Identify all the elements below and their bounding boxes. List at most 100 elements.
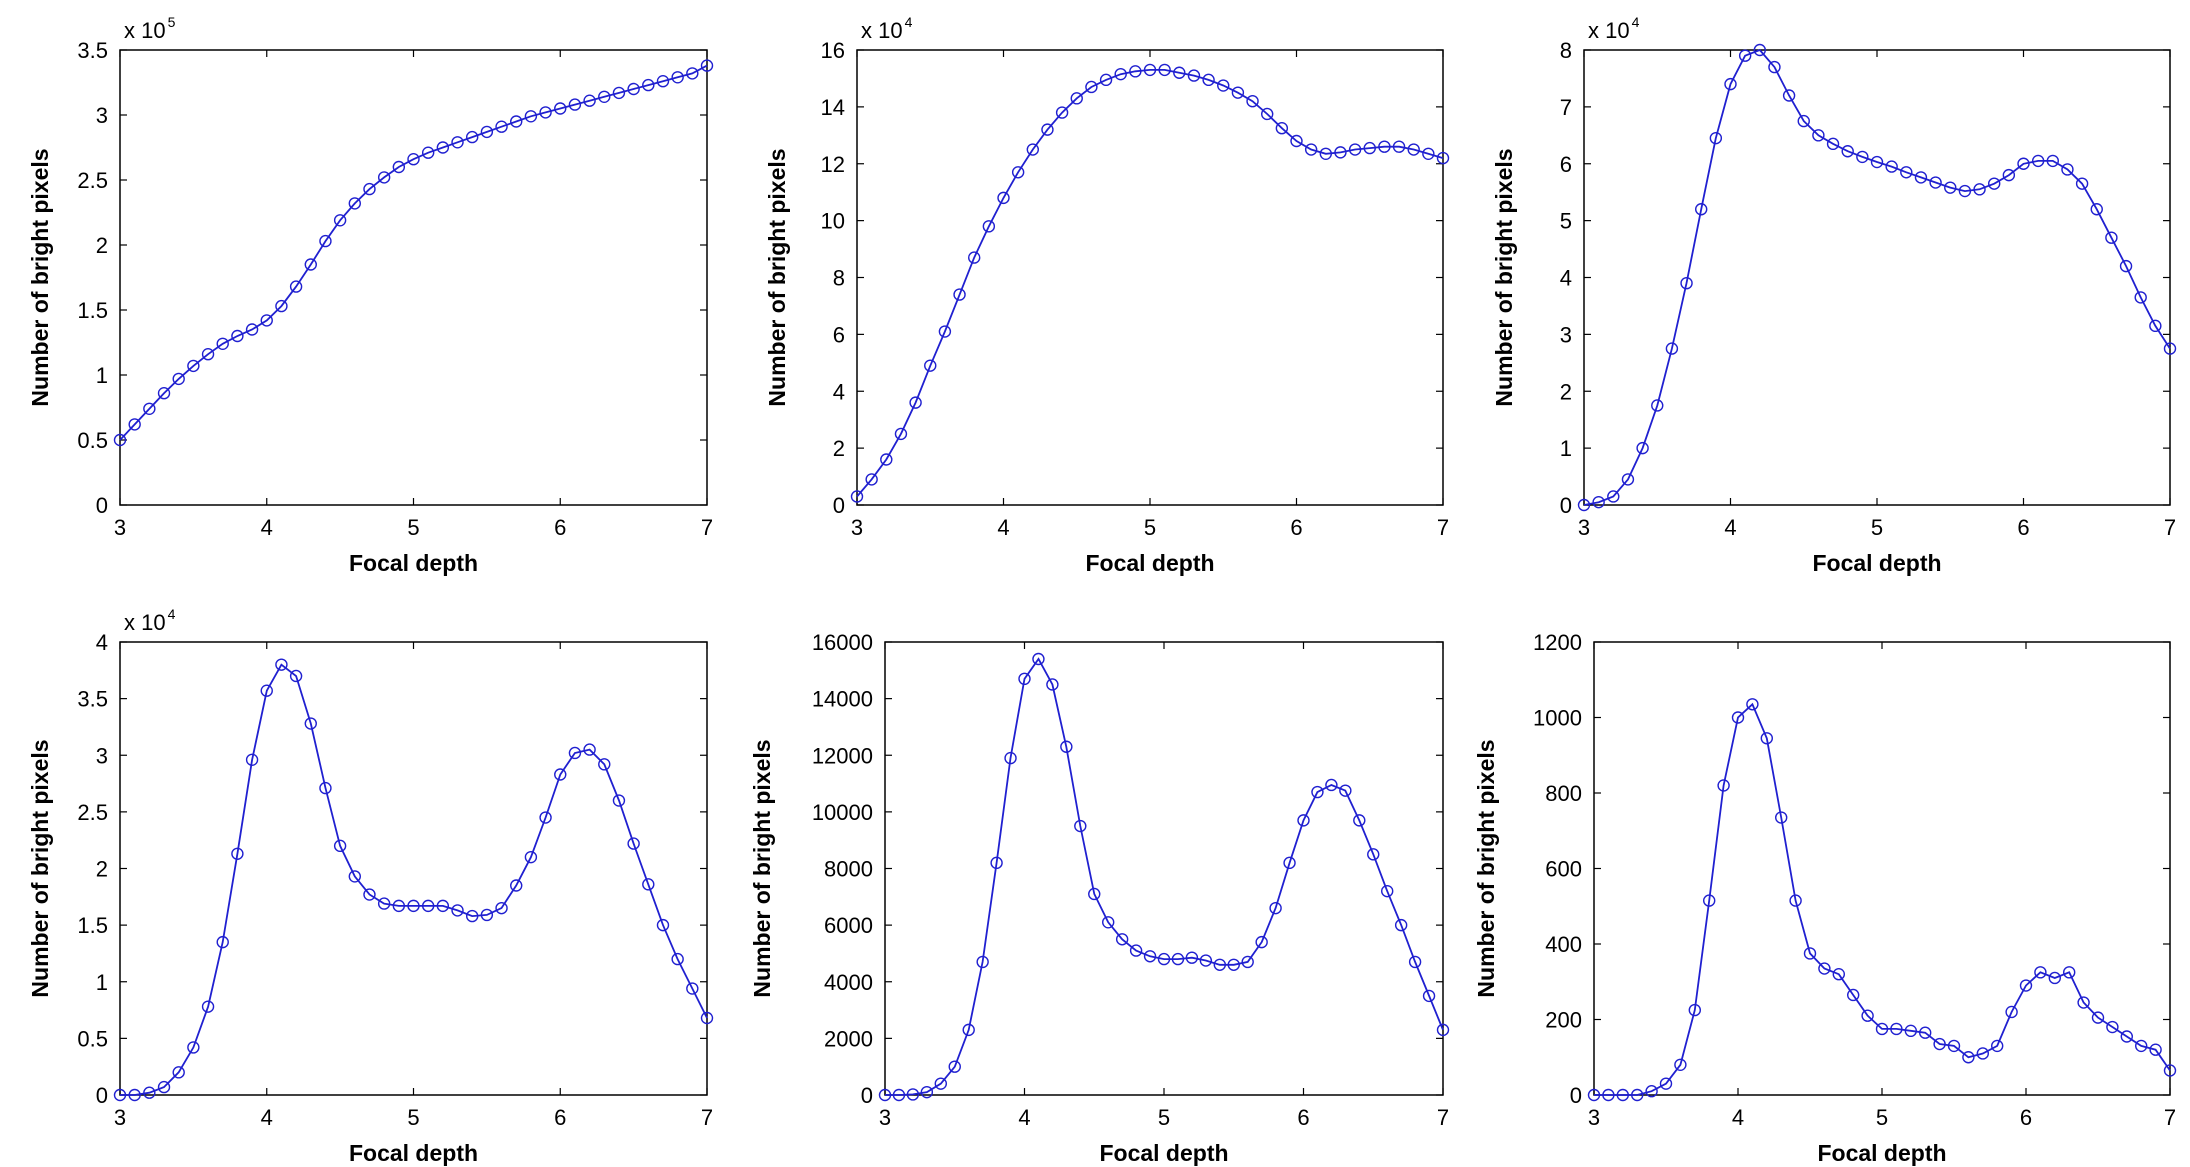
data-point-marker [436,899,450,913]
data-point-marker [392,160,406,174]
x-tick-label: 7 [701,1105,713,1130]
data-point-marker [1797,114,1810,128]
data-point-marker [1227,958,1240,971]
data-point-marker [216,337,229,350]
data-point-marker [1026,143,1040,156]
data-point-marker [1933,1037,1946,1051]
data-point-marker [1088,887,1101,901]
data-point-marker [157,387,171,400]
data-point-marker [1055,106,1069,119]
data-point-marker [363,888,376,901]
x-tick-label: 5 [407,1105,419,1130]
data-point-marker [143,402,156,415]
data-point-marker [319,781,332,795]
data-point-marker [1630,1088,1644,1102]
data-point-marker [1202,73,1215,87]
data-point-marker [1101,916,1115,929]
x-axis-label: Focal depth [349,550,478,576]
data-point-marker [1422,147,1435,160]
x-axis-label: Focal depth [1812,550,1941,576]
data-point-marker [319,234,332,248]
data-point-marker [990,856,1003,870]
y-axis-label: Number of bright pixels [764,148,790,406]
data-point-marker [421,899,435,913]
data-point-marker [686,982,699,995]
data-point-marker [1422,989,1436,1003]
x-tick-label: 7 [1437,1105,1449,1130]
data-point-marker [642,78,655,92]
data-point-marker [1944,181,1957,194]
data-point-marker [612,86,626,100]
data-point-marker [1602,1088,1615,1102]
data-point-marker [451,904,464,917]
y-tick-label: 10000 [812,800,873,825]
y-tick-label: 4000 [824,970,873,995]
data-point-marker [656,918,670,932]
data-point-marker [1158,63,1171,77]
data-point-marker [1774,811,1788,824]
data-point-marker [1246,94,1259,108]
data-point-marker [1875,1022,1889,1036]
data-point-marker [1129,65,1142,78]
y-tick-label: 3.5 [77,38,108,63]
y-tick-label: 600 [1545,857,1582,882]
data-point-marker [1962,1051,1975,1064]
data-point-marker [2034,966,2047,979]
data-point-marker [2134,1039,2148,1053]
data-point-marker [2106,1020,2119,1034]
data-point-marker [1157,952,1171,966]
y-tick-label: 6 [1560,152,1572,177]
multiplier-exponent: 5 [168,14,176,30]
x-tick-label: 6 [2017,515,2029,540]
data-point-marker [892,1088,906,1102]
data-point-marker [948,1060,961,1073]
data-point-marker [407,152,420,166]
data-point-marker [1255,935,1268,949]
x-tick-label: 3 [879,1105,891,1130]
data-point-marker [554,768,567,781]
data-point-marker [554,102,567,115]
y-tick-label: 10 [821,209,845,234]
data-point-marker [934,1077,947,1090]
x-tick-label: 4 [1018,1105,1030,1130]
data-point-marker [627,82,640,96]
y-tick-label: 8 [1560,38,1572,63]
data-point-marker [1367,848,1380,861]
data-point-marker [1217,79,1230,92]
data-point-marker [953,288,966,301]
data-point-marker [1861,1009,1874,1022]
data-point-marker [982,220,996,233]
data-point-marker [1914,171,1928,184]
data-point-marker [1841,145,1854,158]
data-point-marker [1709,131,1723,145]
y-tick-label: 16000 [812,630,873,655]
data-point-marker [1363,141,1376,155]
data-point-marker [480,908,494,922]
data-point-marker [1187,69,1201,82]
series-line [856,69,1444,498]
data-point-marker [1832,968,1846,981]
y-tick-label: 1200 [1533,630,1582,655]
data-point-marker [1577,498,1591,512]
data-point-marker [2090,203,2103,216]
y-axis-multiplier: x 10 5 [124,14,176,43]
data-point-marker [1990,1039,2004,1053]
data-point-marker [627,837,640,850]
data-point-marker [568,746,582,760]
data-point-marker [1746,698,1759,711]
data-point-marker [1099,73,1113,87]
data-point-marker [568,98,582,111]
data-point-marker [1856,150,1869,164]
data-point-marker [524,850,538,864]
data-point-marker [1904,1024,1918,1038]
data-point-marker [201,348,215,361]
series-line [1594,702,2171,1096]
data-point-marker [612,794,626,807]
data-point-marker [216,935,229,949]
data-point-marker [1885,160,1898,173]
data-point-marker [1636,441,1649,455]
plot-frame [119,641,708,1096]
data-point-marker [1060,740,1073,753]
y-tick-label: 0 [96,493,108,518]
x-axis-label: Focal depth [1817,1140,1946,1166]
